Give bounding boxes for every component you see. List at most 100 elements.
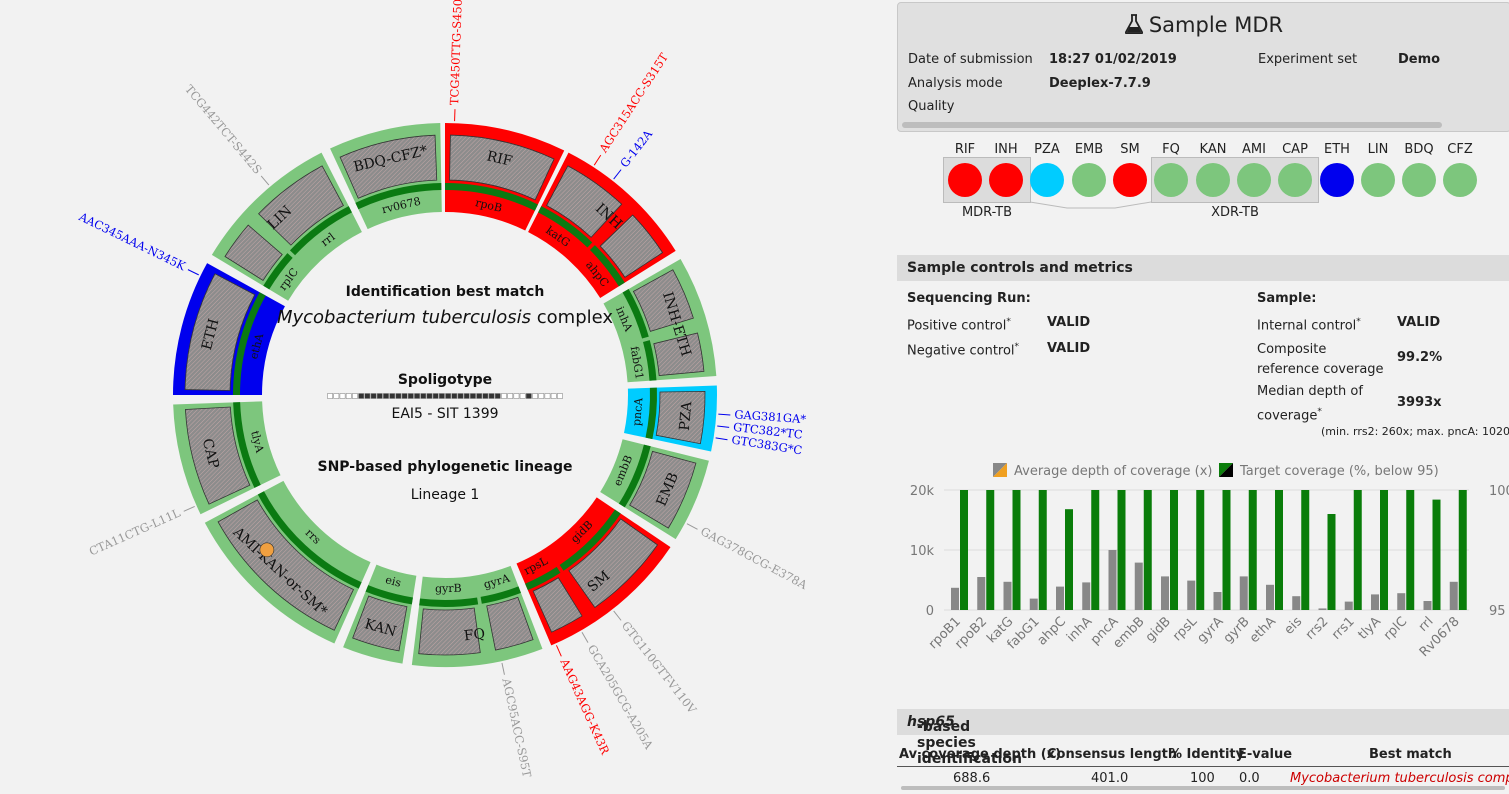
spoligo-spacer: [396, 394, 401, 399]
drug-status-cap[interactable]: [1278, 163, 1312, 197]
drug-status-pza[interactable]: [1030, 163, 1064, 197]
drug-status-sm[interactable]: [1113, 163, 1147, 197]
bar-depth-fabg1[interactable]: [1030, 599, 1038, 610]
bar-depth-eis[interactable]: [1292, 596, 1300, 610]
mutation-tick: [594, 155, 601, 165]
y-left-tick: 0: [926, 604, 934, 619]
bar-depth-tlya[interactable]: [1371, 594, 1379, 610]
x-tick-gyra: gyrA: [1195, 614, 1227, 646]
bar-target-tlya[interactable]: [1380, 490, 1388, 610]
spoligo-spacer: [557, 394, 562, 399]
bar-depth-rrl[interactable]: [1424, 601, 1432, 610]
drug-status-cfz[interactable]: [1443, 163, 1477, 197]
cell-identity: 100: [1190, 771, 1215, 786]
drug-status-inh[interactable]: [989, 163, 1023, 197]
bar-target-katg[interactable]: [1013, 490, 1021, 610]
bar-target-ahpc[interactable]: [1065, 509, 1073, 610]
mutation-tcg442tct-s442s[interactable]: TCG442TCT-S442S: [182, 82, 265, 177]
bar-depth-embb[interactable]: [1135, 563, 1143, 610]
drug-status-eth[interactable]: [1320, 163, 1354, 197]
mutation-g-142a[interactable]: G-142A: [617, 127, 655, 170]
hsp65-section-header: hsp65-based species identification: [897, 709, 1509, 735]
bar-depth-rpsl[interactable]: [1187, 581, 1195, 610]
bar-target-fabg1[interactable]: [1039, 490, 1047, 610]
bar-depth-rv0678[interactable]: [1450, 582, 1458, 610]
y-right-tick: 100: [1489, 484, 1509, 499]
drug-status-kan[interactable]: [1196, 163, 1230, 197]
mutation-gag378gcg-e378a[interactable]: GAG378GCG-E378A: [698, 524, 810, 592]
bar-depth-etha[interactable]: [1266, 585, 1274, 610]
col-av-depth: Av coverage depth (x): [899, 747, 1061, 762]
bar-target-rrs1[interactable]: [1354, 490, 1362, 610]
spoligo-spacer: [414, 394, 419, 399]
mutation-tick: [582, 632, 588, 642]
drug-status-ami[interactable]: [1237, 163, 1271, 197]
bar-target-rpob2[interactable]: [986, 490, 994, 610]
bar-target-rplc[interactable]: [1406, 490, 1414, 610]
bar-depth-gyra[interactable]: [1214, 592, 1222, 610]
mutation-tick: [614, 170, 621, 179]
bar-target-gyrb[interactable]: [1249, 490, 1257, 610]
bar-depth-rrs1[interactable]: [1345, 602, 1353, 610]
x-tick-etha: ethA: [1247, 614, 1279, 646]
y-right-tick: 95: [1489, 604, 1506, 619]
col-best-match: Best match: [1369, 747, 1452, 762]
bar-target-rv0678[interactable]: [1459, 490, 1467, 610]
drug-label-pza: PZA: [1025, 142, 1069, 157]
bar-target-rpsl[interactable]: [1196, 490, 1204, 610]
bar-target-gidb[interactable]: [1170, 490, 1178, 610]
bar-depth-ahpc[interactable]: [1056, 587, 1064, 610]
bar-depth-rplc[interactable]: [1397, 593, 1405, 610]
bar-target-rrs2[interactable]: [1328, 514, 1336, 610]
bar-target-gyra[interactable]: [1223, 490, 1231, 610]
spoligo-spacer: [545, 394, 550, 399]
spoligo-spacer: [458, 394, 463, 399]
drug-status-rif[interactable]: [948, 163, 982, 197]
bar-target-rrl[interactable]: [1433, 500, 1441, 610]
mutation-agc95acc-s95t[interactable]: AGC95ACC-S95T: [499, 676, 534, 779]
drug-label-ami: AMI: [1232, 142, 1276, 157]
bar-target-rpob1[interactable]: [960, 490, 968, 610]
bar-depth-gyrb[interactable]: [1240, 576, 1248, 610]
drug-status-bdq[interactable]: [1402, 163, 1436, 197]
table-scrollbar[interactable]: [901, 786, 1505, 790]
mutation-aac345aaa-n345k[interactable]: AAC345AAA-N345K: [76, 209, 188, 273]
internal-control-value: VALID: [1397, 315, 1440, 330]
bar-target-embb[interactable]: [1144, 490, 1152, 610]
bar-depth-katg[interactable]: [1004, 582, 1012, 610]
id-species-line: Mycobacterium tuberculosis complex: [270, 307, 620, 328]
drug-label-eth: ETH: [1315, 142, 1359, 157]
table-divider: [897, 766, 1509, 767]
spoligo-spacer: [477, 394, 482, 399]
spoligo-spacer: [439, 394, 444, 399]
bar-target-eis[interactable]: [1301, 490, 1309, 610]
bar-depth-rpob2[interactable]: [977, 577, 985, 610]
spoligo-spacer: [346, 394, 351, 399]
bar-target-pnca[interactable]: [1118, 490, 1126, 610]
internal-control-label: Internal control*: [1257, 317, 1361, 333]
bar-target-etha[interactable]: [1275, 490, 1283, 610]
drug-status-emb[interactable]: [1072, 163, 1106, 197]
bar-depth-rpob1[interactable]: [951, 588, 959, 610]
bar-depth-rrs2[interactable]: [1319, 608, 1327, 610]
spoligo-spacer: [489, 394, 494, 399]
bar-target-inha[interactable]: [1091, 490, 1099, 610]
bar-depth-pnca[interactable]: [1109, 550, 1117, 610]
hsp65-section-title: hsp65-based species identification: [907, 714, 955, 730]
spoligo-spacer: [501, 394, 506, 399]
xdr-label: XDR-TB: [1151, 205, 1319, 220]
bar-depth-gidb[interactable]: [1161, 576, 1169, 610]
drug-status-fq[interactable]: [1154, 163, 1188, 197]
spoligo-spacer: [532, 394, 537, 399]
mutation-cta11ctg-l11l[interactable]: CTA11CTG-L11L: [87, 506, 183, 559]
drug-status-lin[interactable]: [1361, 163, 1395, 197]
mutation-tcg450ttg-s450l[interactable]: TCG450TTG-S450L: [447, 0, 465, 105]
bar-depth-inha[interactable]: [1082, 582, 1090, 610]
x-tick-rrs2: rrs2: [1303, 614, 1332, 643]
spoligo-value: EAI5 - SIT 1399: [300, 406, 590, 422]
